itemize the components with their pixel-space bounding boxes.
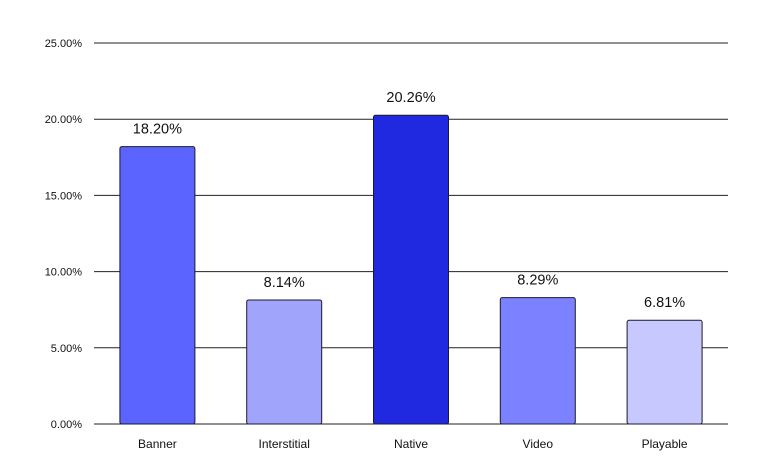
x-category-label: Banner <box>138 437 177 451</box>
bar-value-label: 8.14% <box>264 275 305 291</box>
bars <box>119 114 703 425</box>
y-tick-label: 15.00% <box>45 190 83 202</box>
x-axis-category-labels: Banner Interstitial Native Video Playable <box>138 437 688 451</box>
bar-value-label: 18.20% <box>133 122 182 138</box>
bar-banner <box>119 146 196 425</box>
x-category-label: Interstitial <box>259 437 310 451</box>
bar-value-label: 6.81% <box>644 295 685 311</box>
bar-video <box>499 297 576 425</box>
y-axis-tick-labels: 0.00% 5.00% 10.00% 15.00% 20.00% 25.00% <box>45 38 83 431</box>
bar-interstitial <box>246 299 323 425</box>
y-tick-label: 20.00% <box>45 114 83 126</box>
y-tick-label: 5.00% <box>51 343 82 355</box>
y-tick-label: 10.00% <box>45 267 83 279</box>
bar-native <box>373 114 449 425</box>
bar-playable <box>626 319 703 425</box>
bar-value-label: 20.26% <box>386 90 435 106</box>
bar-value-label: 8.29% <box>517 273 558 289</box>
y-tick-label: 0.00% <box>51 419 82 431</box>
bar-value-labels: 18.20% 8.14% 20.26% 8.29% 6.81% <box>133 90 685 311</box>
y-tick-label: 25.00% <box>45 38 83 50</box>
x-category-label: Playable <box>642 437 688 451</box>
x-category-label: Native <box>394 437 428 451</box>
x-category-label: Video <box>523 437 554 451</box>
